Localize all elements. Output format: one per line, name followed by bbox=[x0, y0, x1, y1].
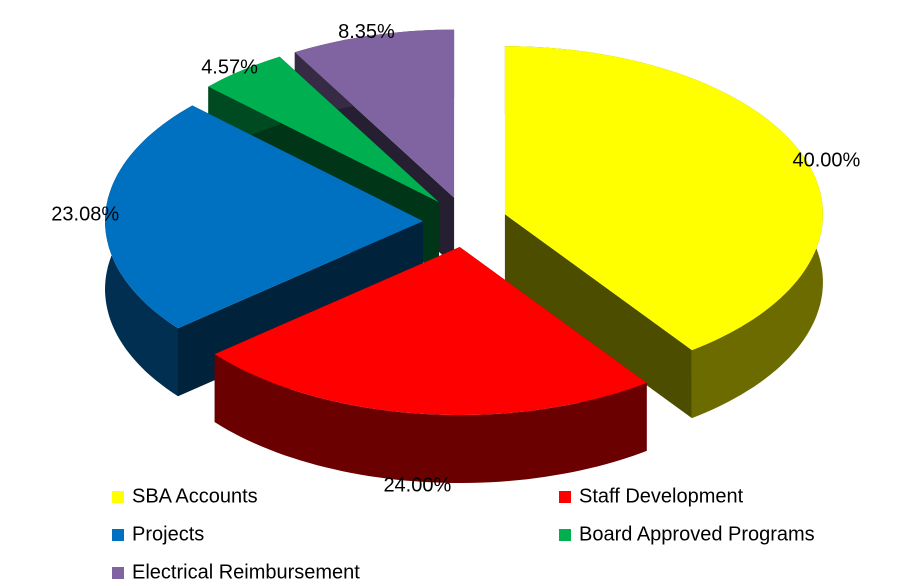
legend-label: Projects bbox=[132, 523, 204, 545]
data-label: 4.57% bbox=[201, 56, 258, 78]
slice bbox=[208, 56, 439, 203]
slice bbox=[294, 29, 455, 198]
legend-swatch bbox=[112, 491, 124, 503]
data-label: 8.35% bbox=[338, 21, 395, 43]
legend-swatch bbox=[559, 491, 571, 503]
data-label: 40.00% bbox=[792, 150, 860, 172]
legend-swatch bbox=[112, 567, 124, 579]
slice bbox=[214, 247, 647, 415]
legend-swatch bbox=[112, 529, 124, 541]
slice bbox=[504, 46, 823, 351]
slice-wall bbox=[504, 214, 692, 419]
legend-label: Staff Development bbox=[579, 485, 744, 507]
legend-label: SBA Accounts bbox=[132, 485, 258, 507]
legend-label: Electrical Reimbursement bbox=[132, 561, 360, 583]
slice-side bbox=[214, 354, 647, 483]
data-label: 24.00% bbox=[383, 475, 451, 497]
data-label: 23.08% bbox=[51, 204, 119, 226]
legend-label: Board Approved Programs bbox=[579, 523, 815, 545]
slice bbox=[105, 105, 423, 329]
legend-swatch bbox=[559, 529, 571, 541]
